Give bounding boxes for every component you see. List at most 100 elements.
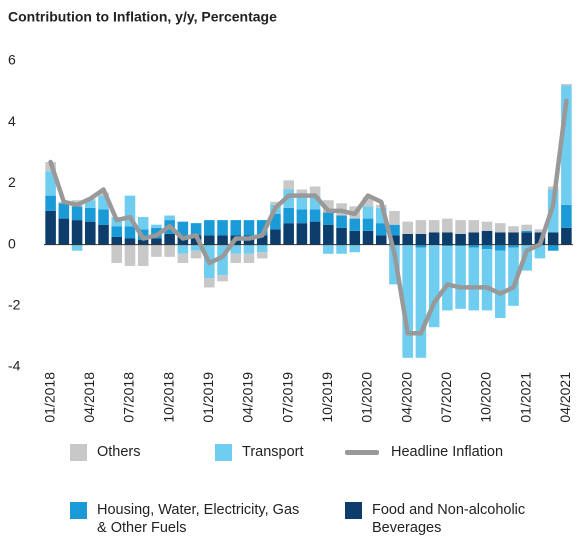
y-tick-label: 4 [8, 113, 16, 129]
x-tick-label: 07/2020 [438, 372, 454, 423]
bar-segment [283, 180, 294, 190]
bar-segment [124, 226, 136, 239]
bar-segment [323, 244, 334, 254]
bar-segment [481, 230, 493, 245]
bar-segment [256, 244, 268, 253]
bar-segment [428, 232, 440, 245]
bar-segment [428, 244, 440, 328]
bar-segment [256, 220, 268, 236]
bar-segment [362, 230, 374, 245]
legend-swatch [215, 444, 232, 461]
bar-segment [177, 253, 189, 263]
bar-segment [151, 244, 162, 257]
bar-segment [455, 246, 466, 309]
legend-swatch [70, 444, 87, 461]
bar-segment [243, 253, 255, 263]
bar-segment [124, 244, 136, 267]
x-tick-label: 10/2018 [160, 372, 176, 423]
bar-segment [309, 221, 321, 245]
bar-segment [190, 223, 202, 236]
bar-segment [256, 235, 268, 245]
bar-segment [84, 221, 96, 245]
bar-segment [362, 206, 374, 219]
bar-segment [415, 220, 427, 234]
bar-segment [98, 224, 109, 245]
bar-segment [442, 218, 453, 233]
legend-label: Housing, Water, Electricity, Gas & Other… [97, 502, 300, 536]
bar-segment [45, 171, 56, 196]
bar-segment [508, 247, 519, 306]
bar-segment [481, 249, 493, 311]
bar-segment [71, 244, 83, 251]
bar-segment [442, 244, 453, 247]
chart-title: Contribution to Inflation, y/y, Percenta… [8, 9, 277, 25]
bar-segment [508, 226, 519, 233]
x-tick-label: 01/2019 [200, 372, 216, 423]
legend-label: Headline Inflation [391, 444, 504, 460]
bar-segment [296, 195, 308, 210]
bar-segment [137, 240, 149, 245]
legend-swatch [345, 450, 379, 455]
bar-segment [296, 209, 308, 224]
bar-segment [111, 226, 123, 237]
y-tick-label: 6 [8, 52, 16, 68]
bar-segment [164, 233, 175, 245]
bar-segment [468, 247, 480, 311]
x-tick-label: 10/2019 [319, 372, 335, 423]
bar-segment [151, 224, 162, 228]
bar-segment [111, 244, 123, 263]
bar-segment [243, 220, 255, 236]
bar-segment [177, 244, 189, 254]
bar-segment [84, 200, 96, 208]
x-tick-label: 10/2020 [478, 372, 494, 423]
bar-segment [164, 215, 175, 221]
bar-segment [375, 235, 387, 245]
bar-segment [323, 224, 334, 245]
bar-segment [561, 204, 572, 228]
bar-segment [508, 244, 519, 248]
bar-segment [442, 232, 453, 245]
bar-segment [375, 223, 387, 236]
bar-segment [481, 221, 493, 231]
headline-line [48, 98, 569, 336]
bar-segment [296, 223, 308, 245]
legend-swatch [345, 502, 362, 519]
bar-segment [230, 220, 242, 236]
bar-segment [98, 209, 109, 225]
bar-segment [217, 275, 228, 282]
bar-segment [561, 227, 572, 245]
bar-segment [494, 250, 506, 319]
legend-item: Housing, Water, Electricity, Gas & Other… [70, 501, 300, 537]
bar-segment [309, 186, 321, 196]
bar-segment [230, 244, 242, 254]
bar-segment [521, 244, 533, 271]
bar-segment [71, 206, 83, 221]
bar-segment [177, 221, 189, 236]
bar-segment [323, 200, 334, 213]
bar-segment [270, 214, 281, 230]
bar-segment [468, 232, 480, 245]
bar-segment [415, 233, 427, 245]
bar-segment [151, 238, 162, 245]
legend-item: Headline Inflation [345, 443, 575, 461]
bar-segment [375, 207, 387, 224]
bar-segment [137, 217, 149, 230]
x-tick-label: 01/2018 [41, 372, 57, 423]
bar-segment [455, 233, 466, 245]
x-tick-label: 04/2019 [240, 372, 256, 423]
bar-segment [561, 83, 572, 86]
bar-segment [217, 244, 228, 276]
bar-segment [468, 244, 480, 248]
bar-segment [481, 244, 493, 250]
bar-segment [494, 244, 506, 251]
bar-segment [468, 220, 480, 233]
bar-segment [71, 220, 83, 245]
bar-segment [256, 252, 268, 259]
bar-segment [323, 212, 334, 225]
y-tick-label: 0 [8, 235, 16, 251]
bar-segment [243, 244, 255, 254]
bar-segment [336, 227, 347, 245]
bar-segment [389, 235, 400, 245]
bar-segment [98, 195, 109, 210]
